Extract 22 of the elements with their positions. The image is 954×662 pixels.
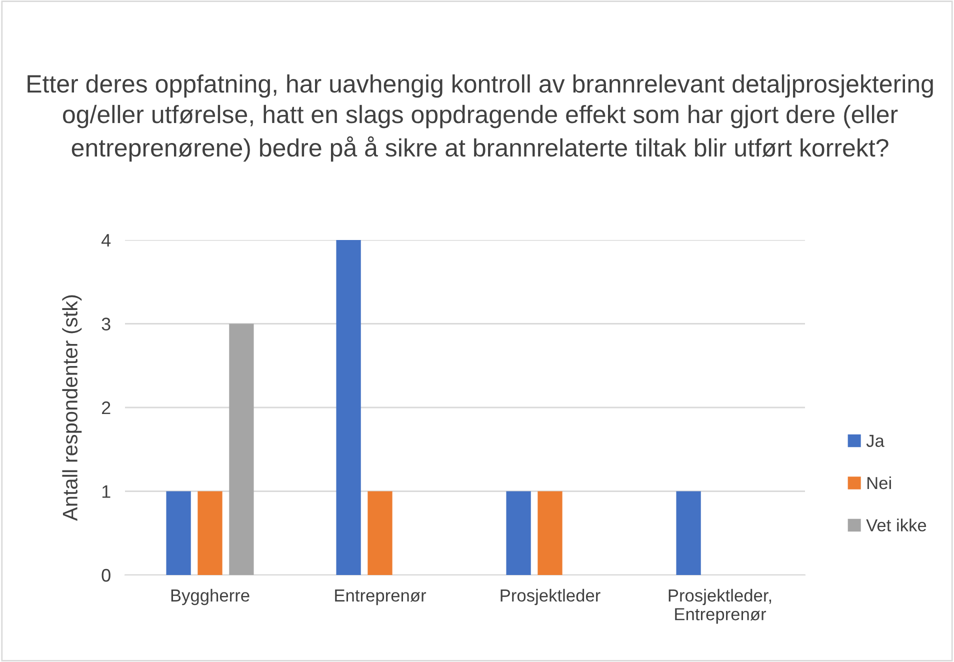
x-tick-label: Prosjektleder: [500, 588, 600, 606]
chart-title: Etter deres oppfatning, har uavhengig kontroll av brannrelevant detaljprosjektering og/eller utførelse, hatt en slags oppdragende effekt som har gjort dere (eller entreprenørene) bedre på å sikre at brannrelaterte tiltak blir utført korrekt?: [28, 74, 933, 162]
y-tick-label: 4: [101, 234, 111, 247]
bar: [166, 491, 191, 575]
x-tick-label: Entreprenør: [335, 590, 426, 606]
bar: [336, 240, 361, 575]
legend-label: Nei: [867, 476, 891, 490]
bar: [368, 491, 392, 575]
x-tick-label: Byggherre: [171, 588, 250, 606]
legend-label: Vet ikke: [866, 518, 926, 532]
y-tick-label: 2: [102, 401, 110, 414]
bar: [198, 491, 222, 575]
bar: [538, 491, 562, 575]
bar: [229, 324, 254, 575]
bar: [676, 491, 701, 575]
bar: [506, 491, 531, 575]
x-tick-label: Prosjektleder, Entreprenør: [668, 588, 772, 624]
y-tick-label: 3: [102, 318, 110, 330]
legend-label: Ja: [866, 434, 884, 447]
y-tick-label: 0: [102, 568, 110, 582]
y-tick-label: 1: [102, 485, 110, 498]
y-axis-title: Antall respondenter (stk): [62, 295, 82, 521]
